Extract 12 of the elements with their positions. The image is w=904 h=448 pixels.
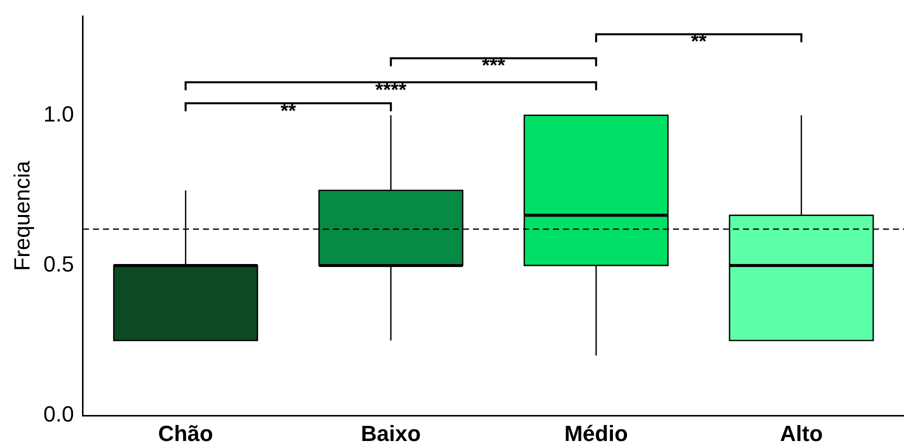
y-tick-label: 0.0 [43,402,74,427]
x-tick-label: Chão [158,420,214,446]
annotation: ** [280,100,296,122]
x-tick-label: Médio [564,420,628,446]
annotation: **** [375,79,407,102]
x-tick-label: Baixo [360,420,421,446]
x-tick-label: Alto [780,420,823,446]
y-axis-title: Frequencia [9,160,34,271]
annotation: *** [482,55,506,78]
annotation: ** [690,31,707,54]
y-tick-label: 0.5 [43,252,74,277]
y-tick-label: 1.0 [43,101,74,126]
